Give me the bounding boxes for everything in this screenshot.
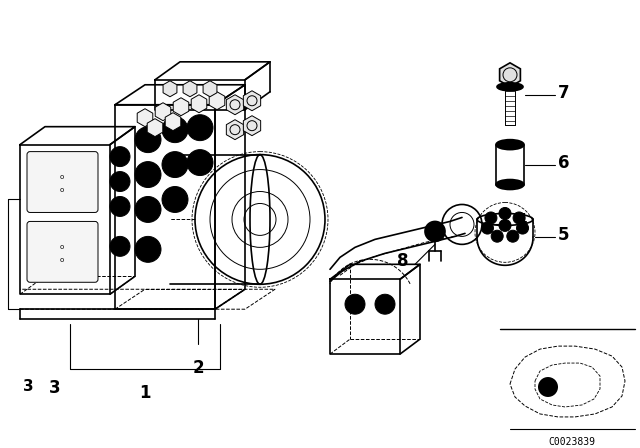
Polygon shape: [500, 63, 520, 87]
Circle shape: [135, 197, 161, 222]
Circle shape: [135, 162, 161, 188]
Polygon shape: [137, 109, 153, 127]
Circle shape: [135, 127, 161, 153]
Circle shape: [491, 230, 503, 242]
Text: o: o: [60, 174, 64, 180]
Polygon shape: [191, 95, 207, 113]
Circle shape: [538, 377, 558, 397]
Circle shape: [425, 221, 445, 241]
Circle shape: [507, 230, 519, 242]
Circle shape: [110, 237, 130, 256]
Polygon shape: [173, 98, 189, 116]
Ellipse shape: [497, 83, 523, 91]
Polygon shape: [227, 120, 244, 140]
Text: 4: 4: [515, 212, 527, 230]
Circle shape: [499, 220, 511, 232]
Polygon shape: [243, 116, 260, 136]
Circle shape: [110, 197, 130, 216]
Polygon shape: [183, 81, 197, 97]
Text: o: o: [60, 187, 64, 193]
Ellipse shape: [496, 180, 524, 190]
Circle shape: [499, 207, 511, 220]
Circle shape: [481, 222, 493, 234]
Polygon shape: [163, 81, 177, 97]
Text: C0023839: C0023839: [548, 437, 595, 447]
Text: 3: 3: [22, 379, 33, 394]
Circle shape: [187, 150, 213, 176]
Circle shape: [516, 222, 529, 234]
Circle shape: [162, 151, 188, 177]
Polygon shape: [227, 95, 244, 115]
Polygon shape: [203, 81, 217, 97]
Text: 7: 7: [558, 84, 570, 102]
Circle shape: [110, 172, 130, 191]
Circle shape: [162, 116, 188, 142]
FancyBboxPatch shape: [27, 221, 98, 282]
Text: o: o: [60, 244, 64, 250]
Polygon shape: [209, 92, 225, 110]
Circle shape: [485, 212, 497, 224]
Text: 1: 1: [140, 384, 151, 402]
Text: 5: 5: [558, 226, 570, 245]
Polygon shape: [147, 119, 163, 137]
Text: 8: 8: [397, 252, 408, 270]
Circle shape: [162, 186, 188, 212]
Circle shape: [187, 115, 213, 141]
Text: 3: 3: [49, 379, 61, 397]
Circle shape: [110, 146, 130, 167]
Text: o: o: [60, 257, 64, 263]
Polygon shape: [165, 113, 180, 131]
Circle shape: [345, 294, 365, 314]
Circle shape: [375, 294, 395, 314]
Circle shape: [513, 212, 525, 224]
Polygon shape: [243, 91, 260, 111]
Polygon shape: [156, 103, 171, 121]
Circle shape: [135, 237, 161, 263]
Ellipse shape: [496, 140, 524, 150]
FancyBboxPatch shape: [27, 151, 98, 212]
Text: 2: 2: [192, 359, 204, 377]
Text: 6: 6: [558, 154, 570, 172]
